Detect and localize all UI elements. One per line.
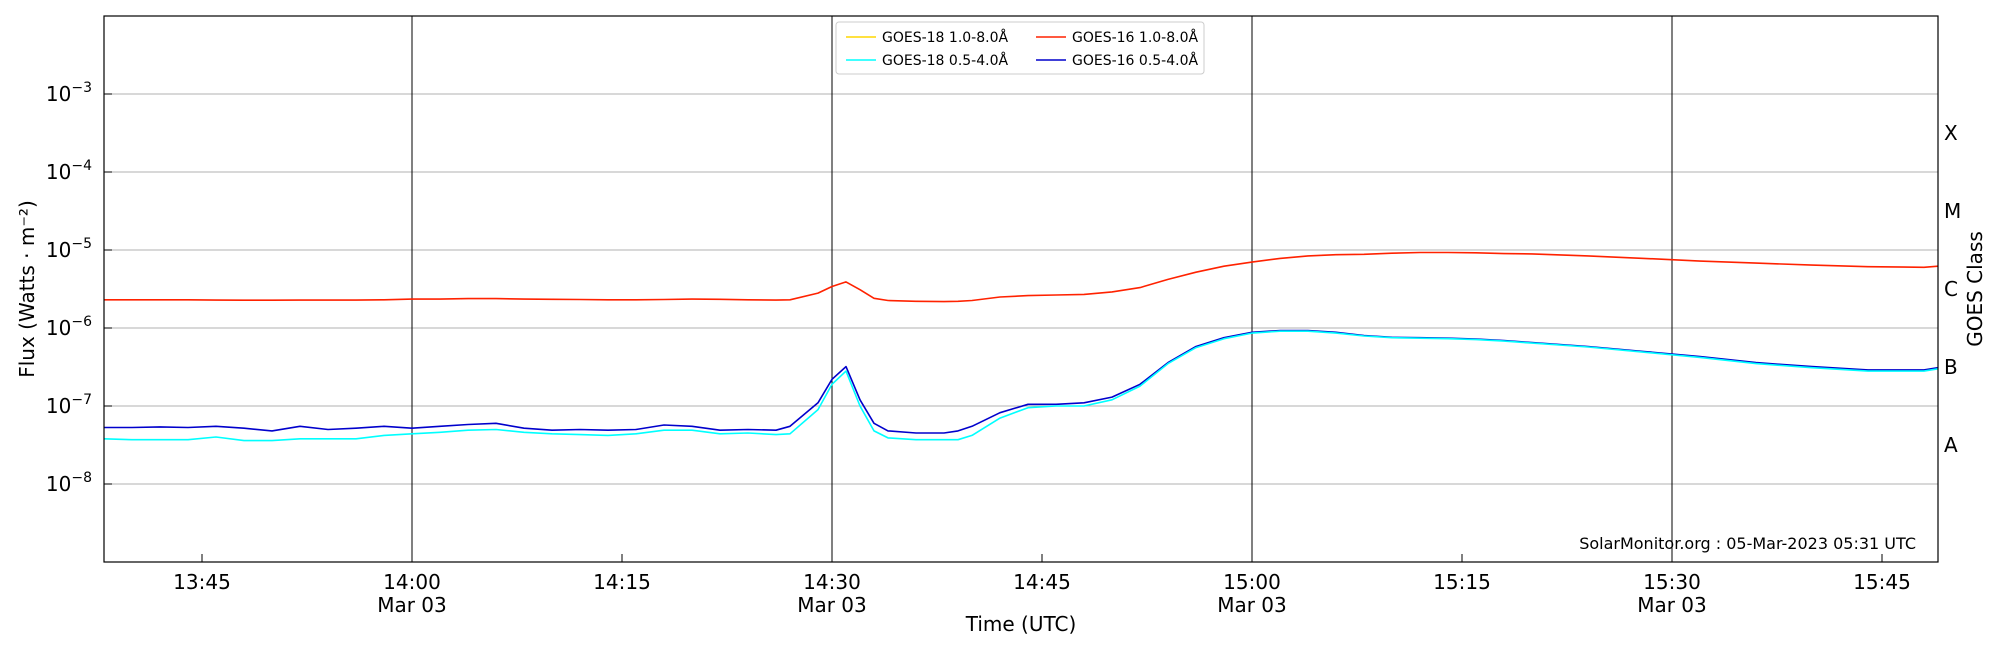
goes-class-label: M [1944, 199, 1961, 223]
goes-class-label: A [1944, 433, 1958, 457]
goes-class-label: B [1944, 355, 1958, 379]
legend-label: GOES-16 0.5-4.0Å [1072, 52, 1198, 69]
plot-frame [103, 15, 1939, 563]
x-tick-label: 14:15 [593, 570, 651, 594]
x-axis-title: Time (UTC) [965, 612, 1077, 636]
x-tick-label: 15:45 [1853, 570, 1911, 594]
y-tick-label: 10−7 [46, 392, 92, 418]
x-tick-label: 14:30 [803, 570, 861, 594]
x-tick-label: 15:15 [1433, 570, 1491, 594]
y-axis-ticks: 10−8 10−7 10−6 10−5 10−4 10−3 [46, 80, 112, 496]
series-line [103, 330, 1939, 442]
legend-label: GOES-16 1.0-8.0Å [1072, 29, 1198, 46]
y-tick-label: 10−3 [46, 80, 92, 106]
y-tick-label: 10−6 [46, 314, 92, 340]
gridlines [104, 93, 1938, 485]
x-tick-label: 14:00 [383, 570, 441, 594]
x-tick-label: 13:45 [173, 570, 231, 594]
x-tick-label: 15:00 [1223, 570, 1281, 594]
series-line [104, 251, 1939, 303]
legend-box [835, 21, 1205, 75]
y-tick-label: 10−5 [46, 236, 92, 262]
goes-class-labels: A B C M X [1944, 121, 1961, 457]
x-tick-label: 14:45 [1013, 570, 1071, 594]
day-boundary-lines [411, 16, 1673, 562]
y-tick-label: 10−8 [46, 470, 92, 496]
x-tick-date: Mar 03 [1637, 593, 1707, 617]
x-tick-date: Mar 03 [1217, 593, 1287, 617]
y-tick-label: 10−4 [46, 158, 92, 184]
credit-text: SolarMonitor.org : 05-Mar-2023 05:31 UTC [1579, 534, 1916, 553]
x-tick-date: Mar 03 [797, 593, 867, 617]
legend: GOES-18 1.0-8.0Å GOES-16 1.0-8.0Å GOES-18 … [835, 21, 1205, 75]
y-axis-title: Flux (Watts · m⁻²) [15, 200, 39, 378]
x-tick-date: Mar 03 [377, 593, 447, 617]
goes-class-label: C [1944, 277, 1958, 301]
data-series [103, 251, 1939, 442]
x-tick-label: 15:30 [1643, 570, 1701, 594]
y2-axis-title: GOES Class [1963, 231, 1987, 347]
series-line [104, 329, 1939, 434]
goes-class-label: X [1944, 121, 1958, 145]
legend-label: GOES-18 1.0-8.0Å [882, 29, 1008, 46]
legend-label: GOES-18 0.5-4.0Å [882, 52, 1008, 69]
